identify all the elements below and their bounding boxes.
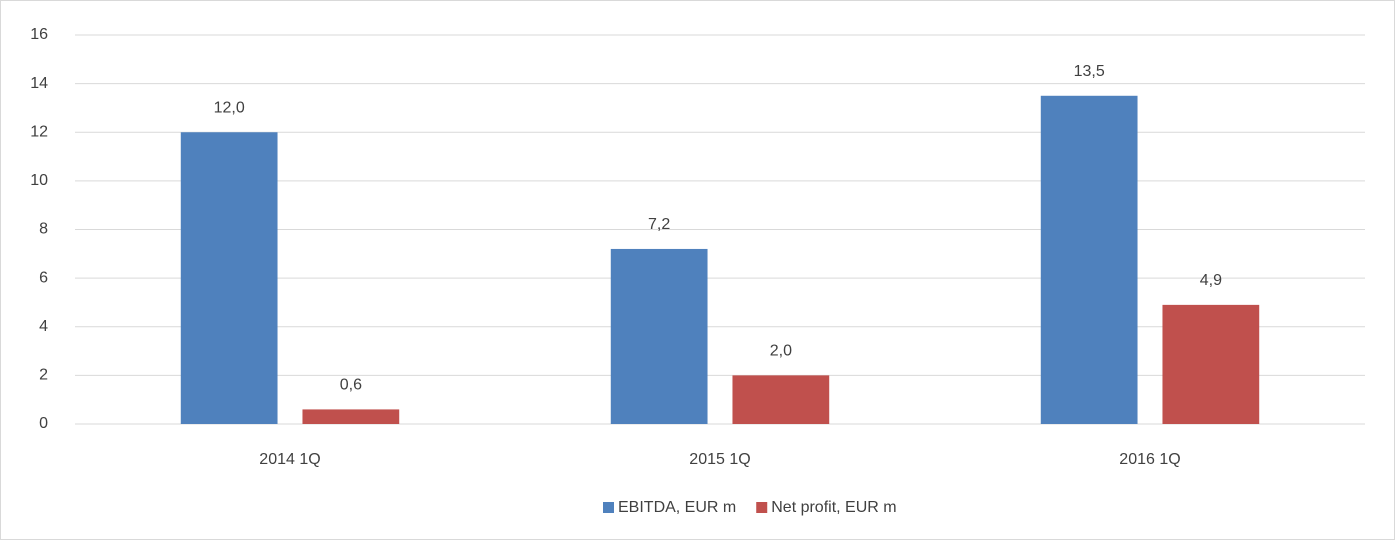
bar xyxy=(180,132,278,424)
y-tick-label: 4 xyxy=(39,318,48,335)
bar xyxy=(732,375,830,424)
legend-swatch xyxy=(756,502,768,513)
bar xyxy=(302,409,400,424)
y-tick-label: 0 xyxy=(39,415,48,432)
bar xyxy=(1040,95,1138,424)
value-label: 12,0 xyxy=(214,99,245,116)
value-label: 2,0 xyxy=(770,343,792,360)
y-tick-label: 6 xyxy=(39,269,48,286)
x-tick-label: 2014 1Q xyxy=(259,451,320,468)
value-label: 13,5 xyxy=(1074,63,1105,80)
x-tick-label: 2015 1Q xyxy=(689,451,750,468)
y-tick-label: 14 xyxy=(30,75,48,92)
value-label: 0,6 xyxy=(340,377,362,394)
value-label: 4,9 xyxy=(1200,272,1222,289)
legend-label: EBITDA, EUR m xyxy=(618,499,736,516)
bar xyxy=(610,248,708,424)
y-tick-label: 12 xyxy=(30,123,48,140)
y-tick-label: 2 xyxy=(39,367,48,384)
value-label: 7,2 xyxy=(648,216,670,233)
y-tick-label: 8 xyxy=(39,221,48,238)
y-tick-label: 16 xyxy=(30,26,48,43)
y-tick-label: 10 xyxy=(30,172,48,189)
x-tick-label: 2016 1Q xyxy=(1119,451,1180,468)
legend-swatch xyxy=(603,502,614,513)
legend-label: Net profit, EUR m xyxy=(771,499,896,516)
bar xyxy=(1162,304,1260,424)
